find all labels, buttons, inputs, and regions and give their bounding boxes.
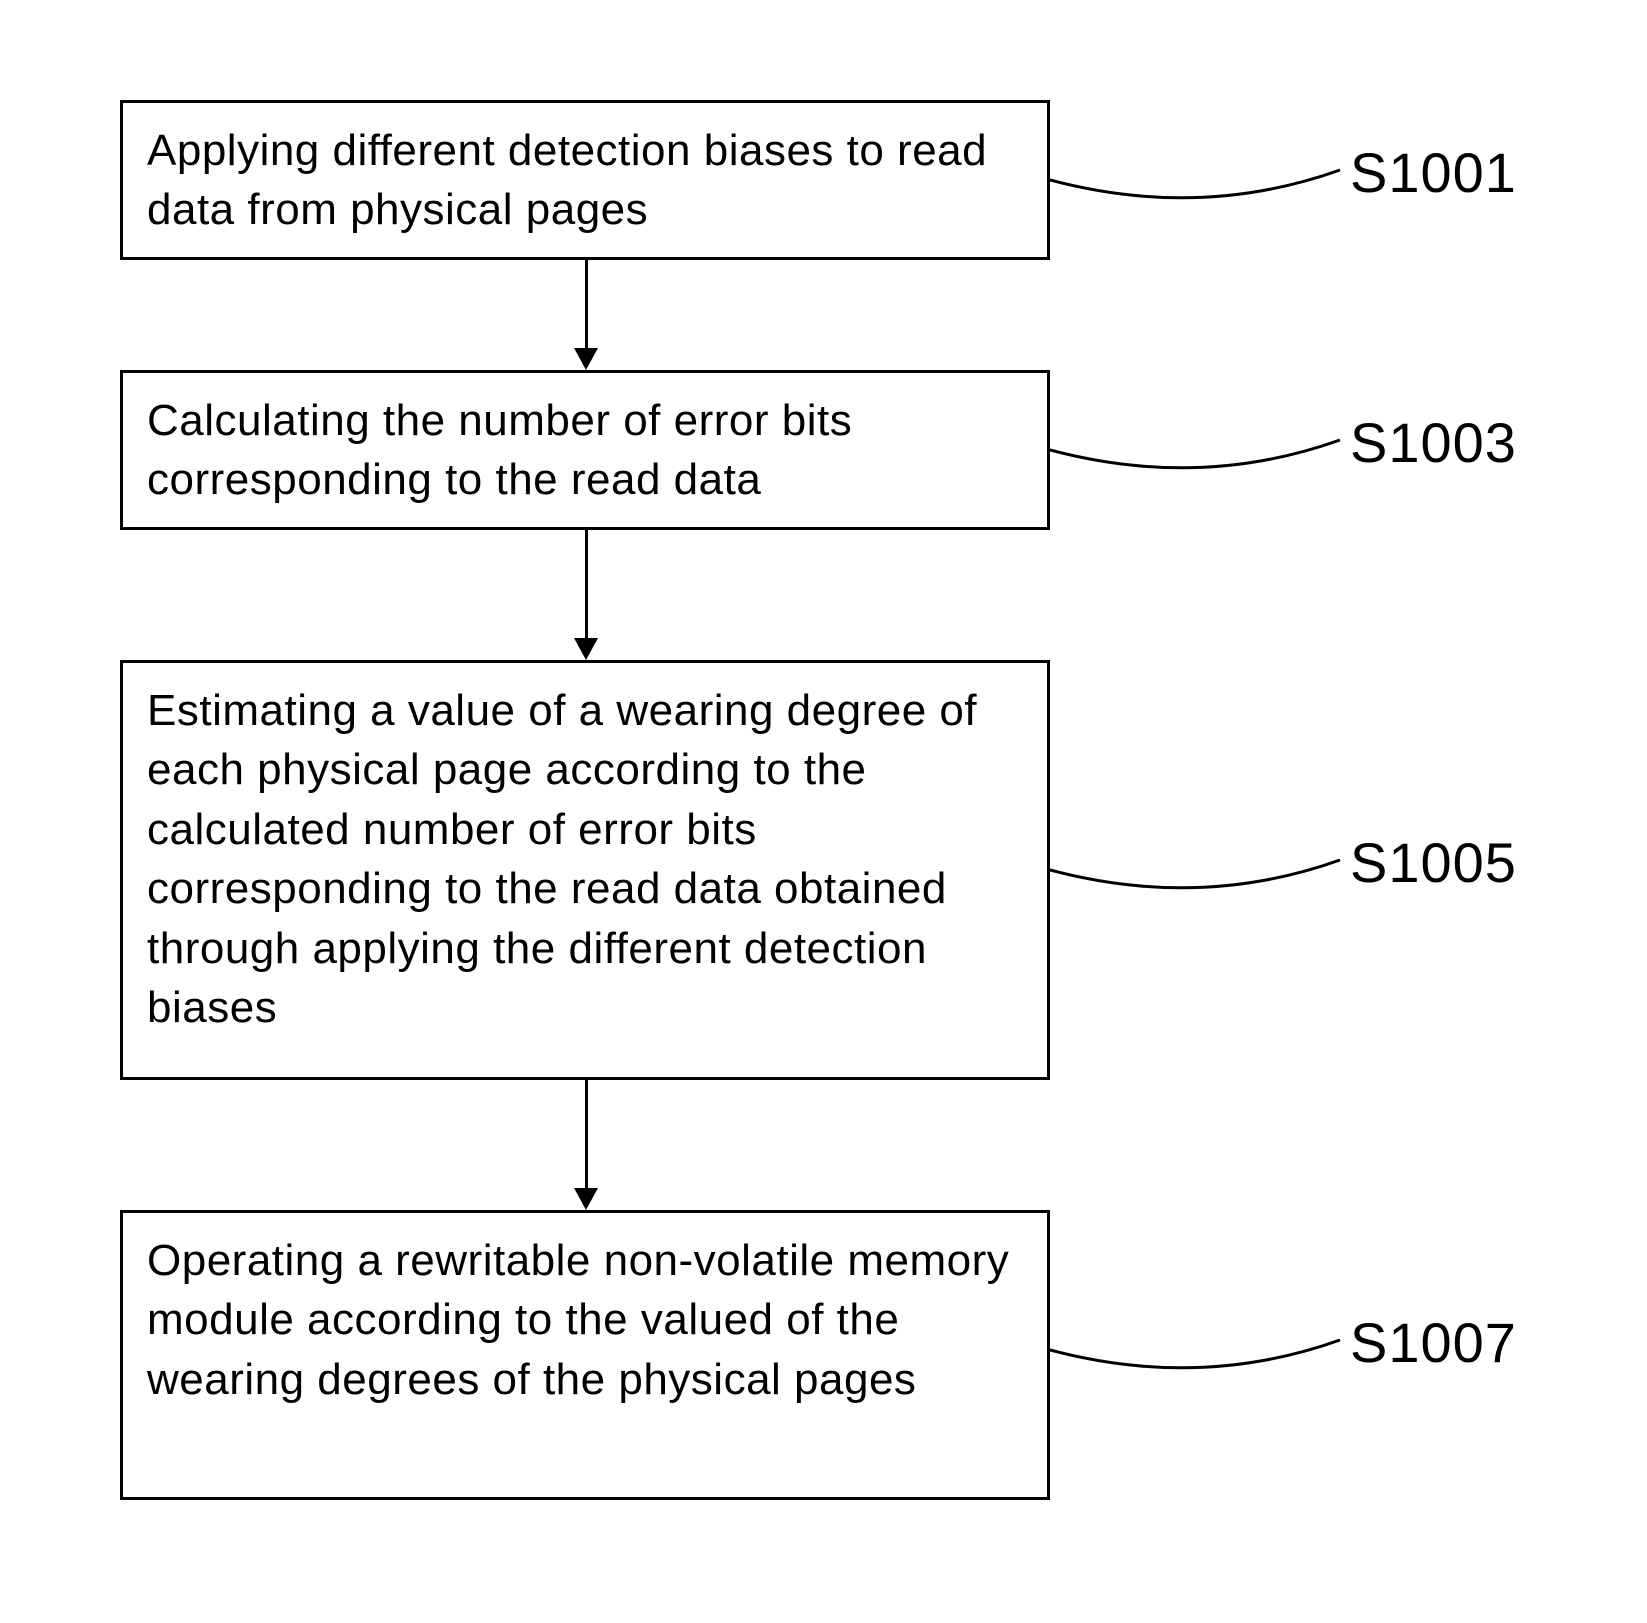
flow-step-s1003: Calculating the number of error bits cor… xyxy=(120,370,1050,530)
step-label-text: S1005 xyxy=(1350,831,1517,894)
label-connector xyxy=(1050,840,1350,920)
arrow-line xyxy=(585,260,588,348)
label-connector xyxy=(1050,150,1350,230)
step-label-text: S1003 xyxy=(1350,411,1517,474)
step-label-s1003: S1003 xyxy=(1350,410,1517,475)
flow-step-s1005: Estimating a value of a wearing degree o… xyxy=(120,660,1050,1080)
step-label-s1007: S1007 xyxy=(1350,1310,1517,1375)
flow-step-text: Estimating a value of a wearing degree o… xyxy=(147,686,977,1032)
flow-step-text: Applying different detection biases to r… xyxy=(147,126,987,234)
arrow-line xyxy=(585,1080,588,1188)
flow-step-s1007: Operating a rewritable non-volatile memo… xyxy=(120,1210,1050,1500)
arrow-line xyxy=(585,530,588,638)
arrow-head-icon xyxy=(574,348,598,370)
label-connector xyxy=(1050,420,1350,500)
step-label-s1005: S1005 xyxy=(1350,830,1517,895)
flow-step-text: Operating a rewritable non-volatile memo… xyxy=(147,1236,1009,1404)
arrow-head-icon xyxy=(574,638,598,660)
flow-step-text: Calculating the number of error bits cor… xyxy=(147,396,852,504)
step-label-text: S1007 xyxy=(1350,1311,1517,1374)
arrow-head-icon xyxy=(574,1188,598,1210)
flow-step-s1001: Applying different detection biases to r… xyxy=(120,100,1050,260)
flowchart-canvas: Applying different detection biases to r… xyxy=(0,0,1647,1623)
label-connector xyxy=(1050,1320,1350,1400)
step-label-text: S1001 xyxy=(1350,141,1517,204)
step-label-s1001: S1001 xyxy=(1350,140,1517,205)
